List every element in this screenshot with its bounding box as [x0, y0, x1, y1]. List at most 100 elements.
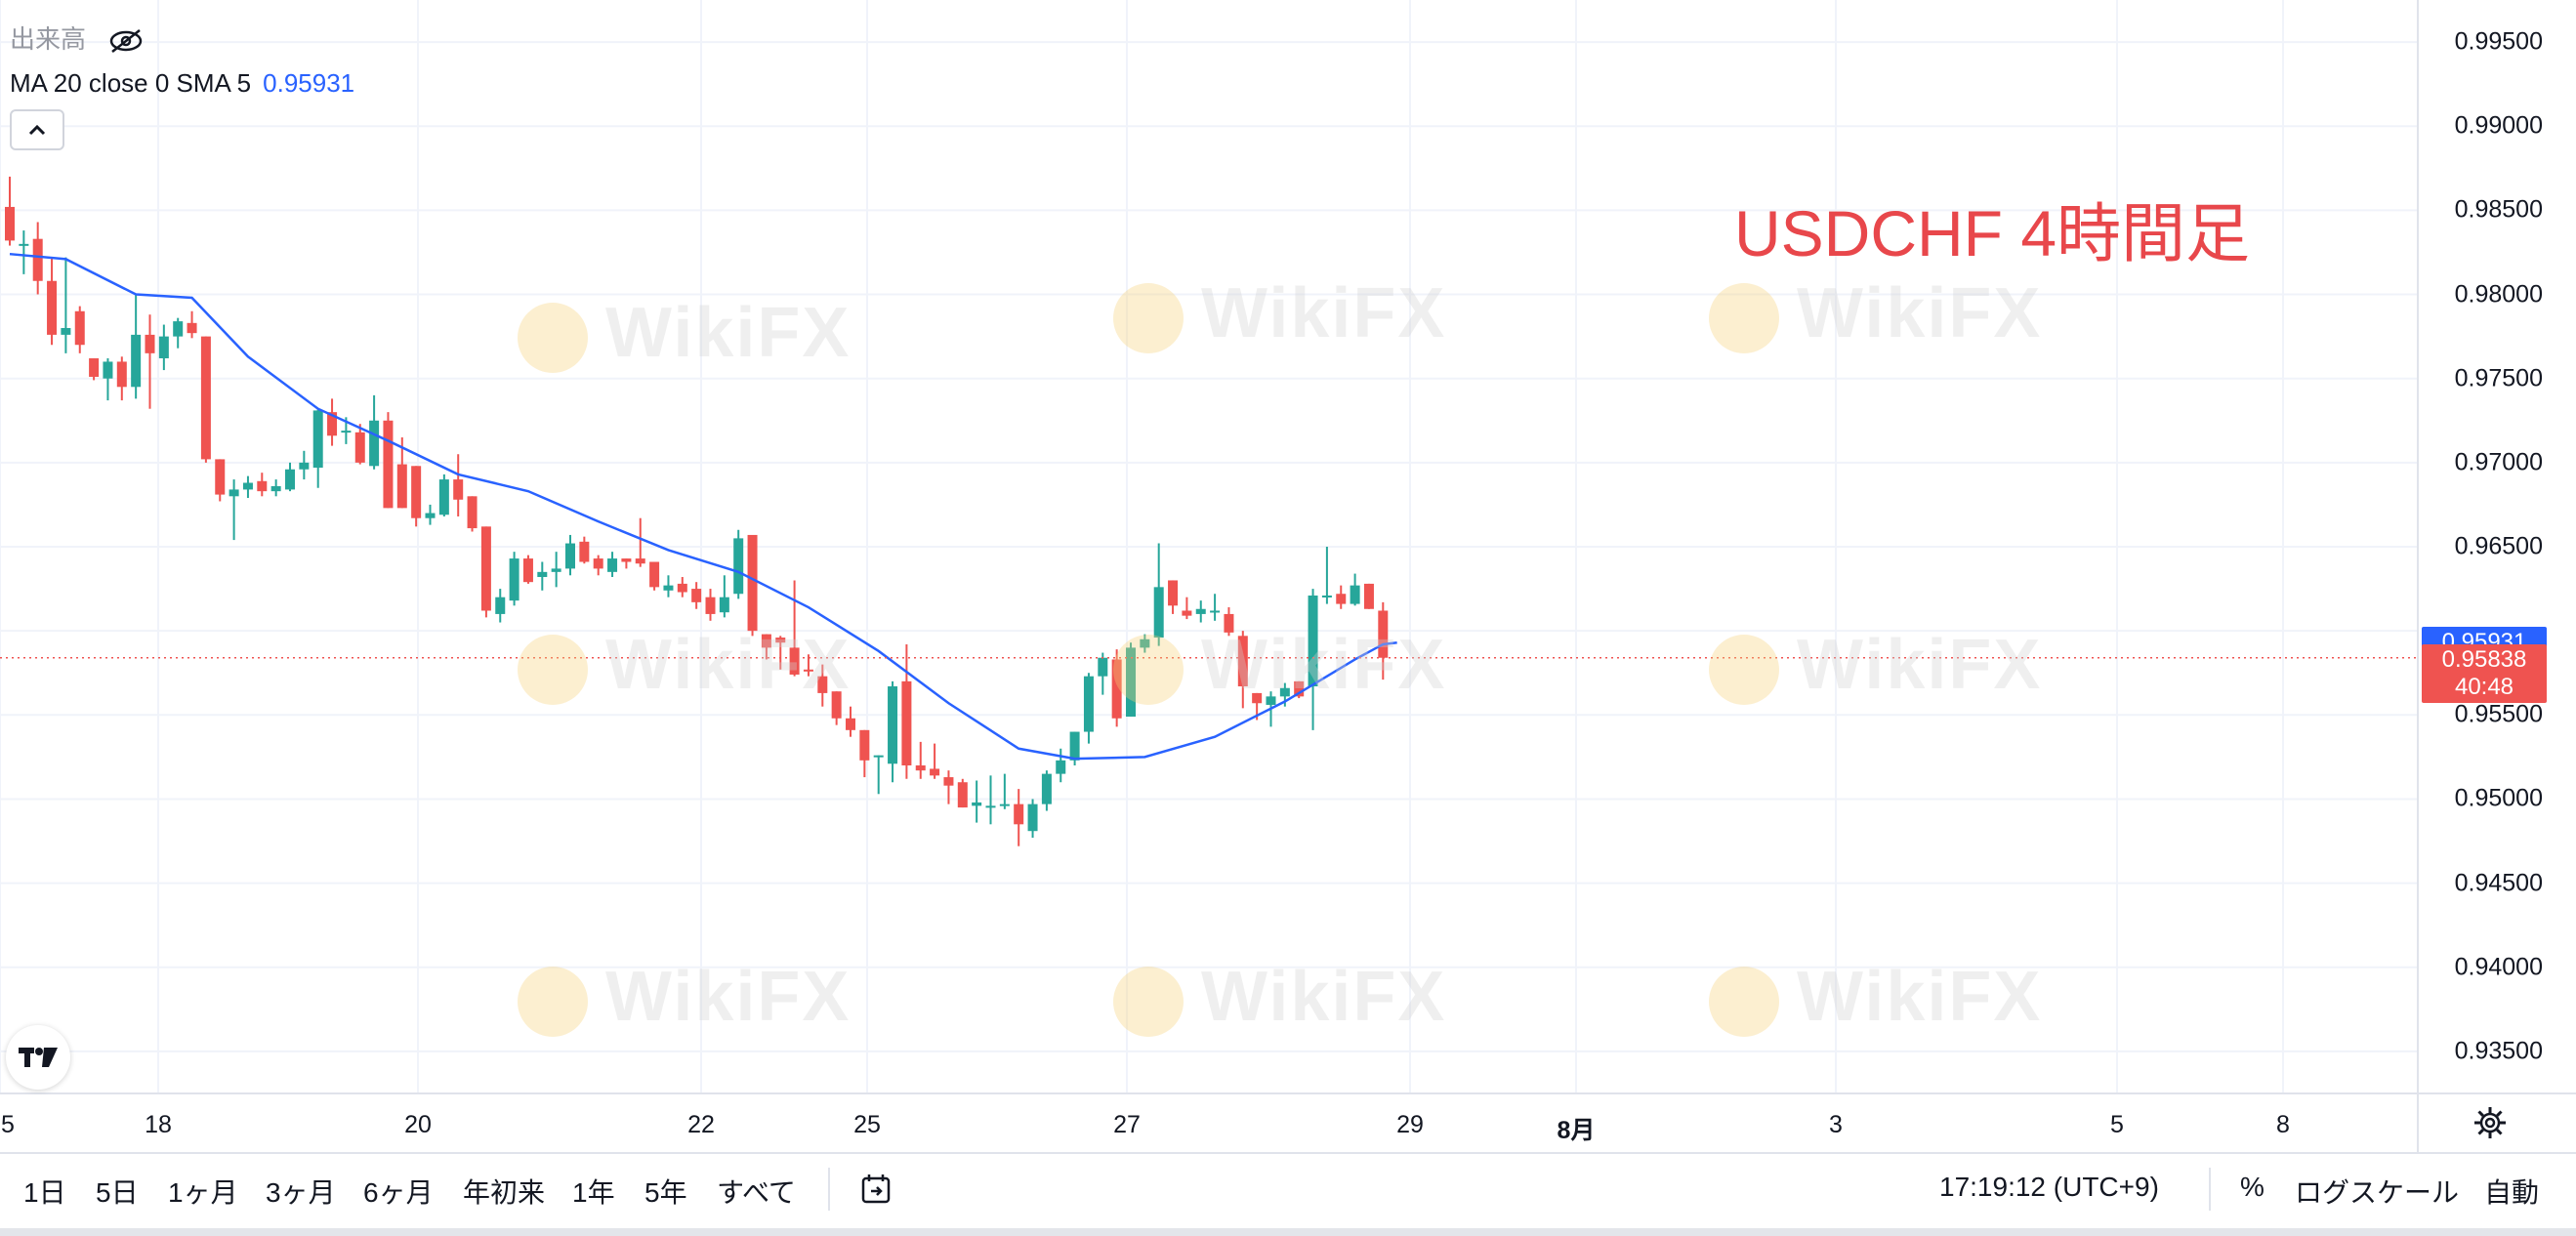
candle-body	[1140, 639, 1150, 648]
chevron-up-icon	[28, 124, 46, 136]
candle-body	[229, 489, 239, 497]
auto-scale-toggle[interactable]: 自動	[2484, 1177, 2540, 1208]
candle-body	[999, 803, 1010, 806]
range-button[interactable]: 年初来	[463, 1177, 546, 1208]
candle-body	[1153, 587, 1164, 639]
range-button[interactable]: 1年	[572, 1177, 615, 1208]
candle-body	[74, 310, 85, 346]
ma-legend[interactable]: MA 20 close 0 SMA 5 0.95931	[10, 68, 354, 99]
candle-body	[789, 647, 800, 675]
candle-body	[131, 334, 142, 388]
price-tick-label: 0.98000	[2454, 280, 2543, 309]
candle-body	[89, 358, 100, 377]
range-button[interactable]: 3ヶ月	[266, 1177, 336, 1208]
range-button[interactable]: 1ヶ月	[168, 1177, 238, 1208]
candle-body	[649, 561, 660, 588]
range-button[interactable]: 5日	[96, 1177, 139, 1208]
candle-body	[396, 464, 407, 509]
candle-body	[467, 496, 478, 529]
candle-body	[369, 420, 380, 467]
candle-body	[846, 718, 855, 730]
candle-body	[985, 805, 996, 808]
candle-body	[943, 777, 954, 786]
candle-body	[1336, 594, 1347, 604]
candle-body	[551, 568, 561, 572]
candle-body	[173, 321, 184, 337]
price-tick-label: 0.96500	[2454, 532, 2543, 560]
candle-body	[270, 485, 281, 492]
range-button[interactable]: すべて	[717, 1177, 796, 1208]
candle-body	[635, 558, 645, 564]
candle-body	[1363, 583, 1374, 609]
percent-scale-toggle[interactable]: %	[2240, 1172, 2264, 1202]
candle-body	[972, 802, 982, 806]
toolbar-divider	[2209, 1168, 2211, 1211]
grid-layer	[0, 0, 2418, 1093]
candle-body	[1237, 636, 1248, 687]
price-tick-label: 0.97000	[2454, 448, 2543, 476]
range-button[interactable]: 1日	[23, 1177, 66, 1208]
candle-body	[1111, 659, 1122, 719]
candle-body	[215, 459, 226, 495]
time-tick-label: 8	[2276, 1111, 2290, 1138]
candle-body	[859, 729, 870, 761]
time-tick-label: 18	[145, 1111, 172, 1138]
candle-body	[1308, 595, 1318, 687]
tradingview-logo[interactable]	[6, 1025, 70, 1090]
candle-body	[873, 755, 884, 758]
candle-body	[1266, 696, 1276, 705]
candle-body	[1294, 680, 1305, 697]
candle-body	[1210, 610, 1221, 613]
go-to-date-icon[interactable]	[859, 1172, 894, 1207]
candle-body	[1126, 647, 1136, 718]
price-tick-label: 0.93500	[2454, 1037, 2543, 1065]
candle-body	[438, 479, 449, 515]
candle-body	[1041, 773, 1052, 804]
candle-body	[747, 534, 758, 632]
candle-body	[1168, 580, 1179, 606]
candle-body	[1182, 610, 1192, 616]
time-tick-label: 5	[2110, 1111, 2124, 1138]
price-tick-label: 0.99000	[2454, 111, 2543, 140]
candle-body	[383, 420, 394, 509]
range-button[interactable]: 6ヶ月	[363, 1177, 434, 1208]
time-tick-label: 8月	[1557, 1117, 1596, 1144]
candle-body	[32, 238, 43, 281]
candle-body	[1056, 760, 1066, 774]
candle-body	[621, 558, 632, 562]
price-tick-label: 0.94500	[2454, 869, 2543, 897]
time-tick-label: 5	[1, 1111, 15, 1138]
candle-body	[354, 432, 365, 463]
range-button[interactable]: 5年	[644, 1177, 687, 1208]
collapse-legend-button[interactable]	[10, 109, 64, 150]
candle-body	[1350, 585, 1360, 604]
ma-layer	[0, 252, 2418, 761]
bar-countdown: 40:48	[2454, 673, 2514, 700]
eye-hidden-icon[interactable]	[106, 28, 145, 54]
log-scale-toggle[interactable]: ログスケール	[2295, 1177, 2460, 1208]
price-tick-label: 0.99500	[2454, 27, 2543, 56]
ma-legend-value: 0.95931	[263, 68, 355, 98]
candle-body	[522, 558, 533, 583]
price-tick-label: 0.95500	[2454, 700, 2543, 728]
candle-body	[930, 768, 940, 776]
settings-gear-icon[interactable]	[2472, 1105, 2508, 1140]
chart-area[interactable]: WikiFX WikiFX WikiFX WikiFX WikiFX WikiF…	[0, 0, 2576, 1152]
candle-body	[480, 526, 491, 611]
candlestick-chart[interactable]	[0, 0, 2576, 1152]
candle-layer	[5, 176, 1389, 846]
candle-body	[705, 597, 716, 614]
ma-line	[9, 252, 1397, 761]
candle-body	[411, 466, 422, 518]
price-tick-label: 0.95000	[2454, 784, 2543, 812]
candle-body	[607, 558, 618, 572]
candle-body	[187, 322, 197, 334]
volume-legend[interactable]: 出来高	[10, 20, 145, 56]
time-tick-label: 20	[404, 1111, 432, 1138]
candle-body	[200, 336, 211, 460]
clock-timezone[interactable]: 17:19:12 (UTC+9)	[1939, 1172, 2159, 1202]
candle-body	[103, 361, 113, 379]
candle-body	[1252, 692, 1263, 704]
axis-layer	[0, 0, 2576, 1152]
tradingview-logo-icon	[19, 1048, 58, 1067]
